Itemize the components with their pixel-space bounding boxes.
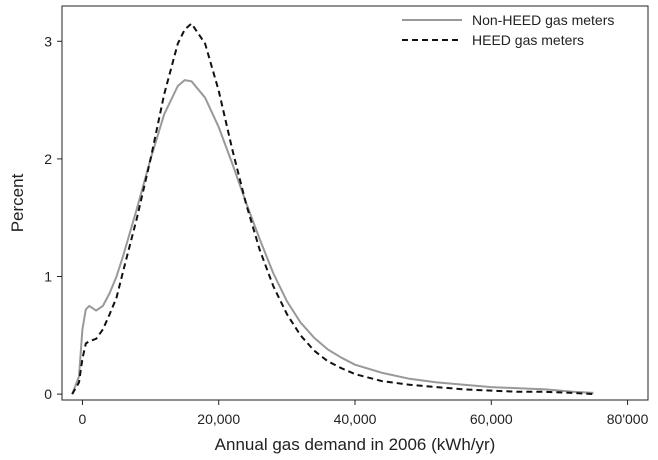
legend-label-2: HEED gas meters [472, 32, 584, 48]
x-tick-label: 80'000 [607, 411, 649, 427]
y-tick-label: 3 [44, 33, 52, 49]
y-axis-ticks: 0 1 2 3 [44, 33, 62, 402]
x-tick-label: 40,000 [334, 411, 377, 427]
y-axis-title: Percent [8, 173, 27, 232]
x-tick-label: 60,000 [470, 411, 513, 427]
legend-label-1: Non-HEED gas meters [472, 12, 614, 28]
series-line-1 [71, 79, 594, 395]
plot-frame [61, 5, 649, 401]
x-axis-ticks: 0 20,000 40,000 60,000 80'000 [79, 400, 649, 427]
series-layer [71, 22, 594, 396]
y-tick-label: 1 [44, 269, 52, 285]
x-tick-label: 20,000 [197, 411, 240, 427]
x-axis-title: Annual gas demand in 2006 (kWh/yr) [215, 435, 496, 454]
x-tick-label: 0 [79, 411, 87, 427]
y-tick-label: 0 [44, 386, 52, 402]
series-line-2 [71, 22, 594, 396]
legend: Non-HEED gas meters HEED gas meters [402, 12, 614, 48]
y-tick-label: 2 [44, 151, 52, 167]
